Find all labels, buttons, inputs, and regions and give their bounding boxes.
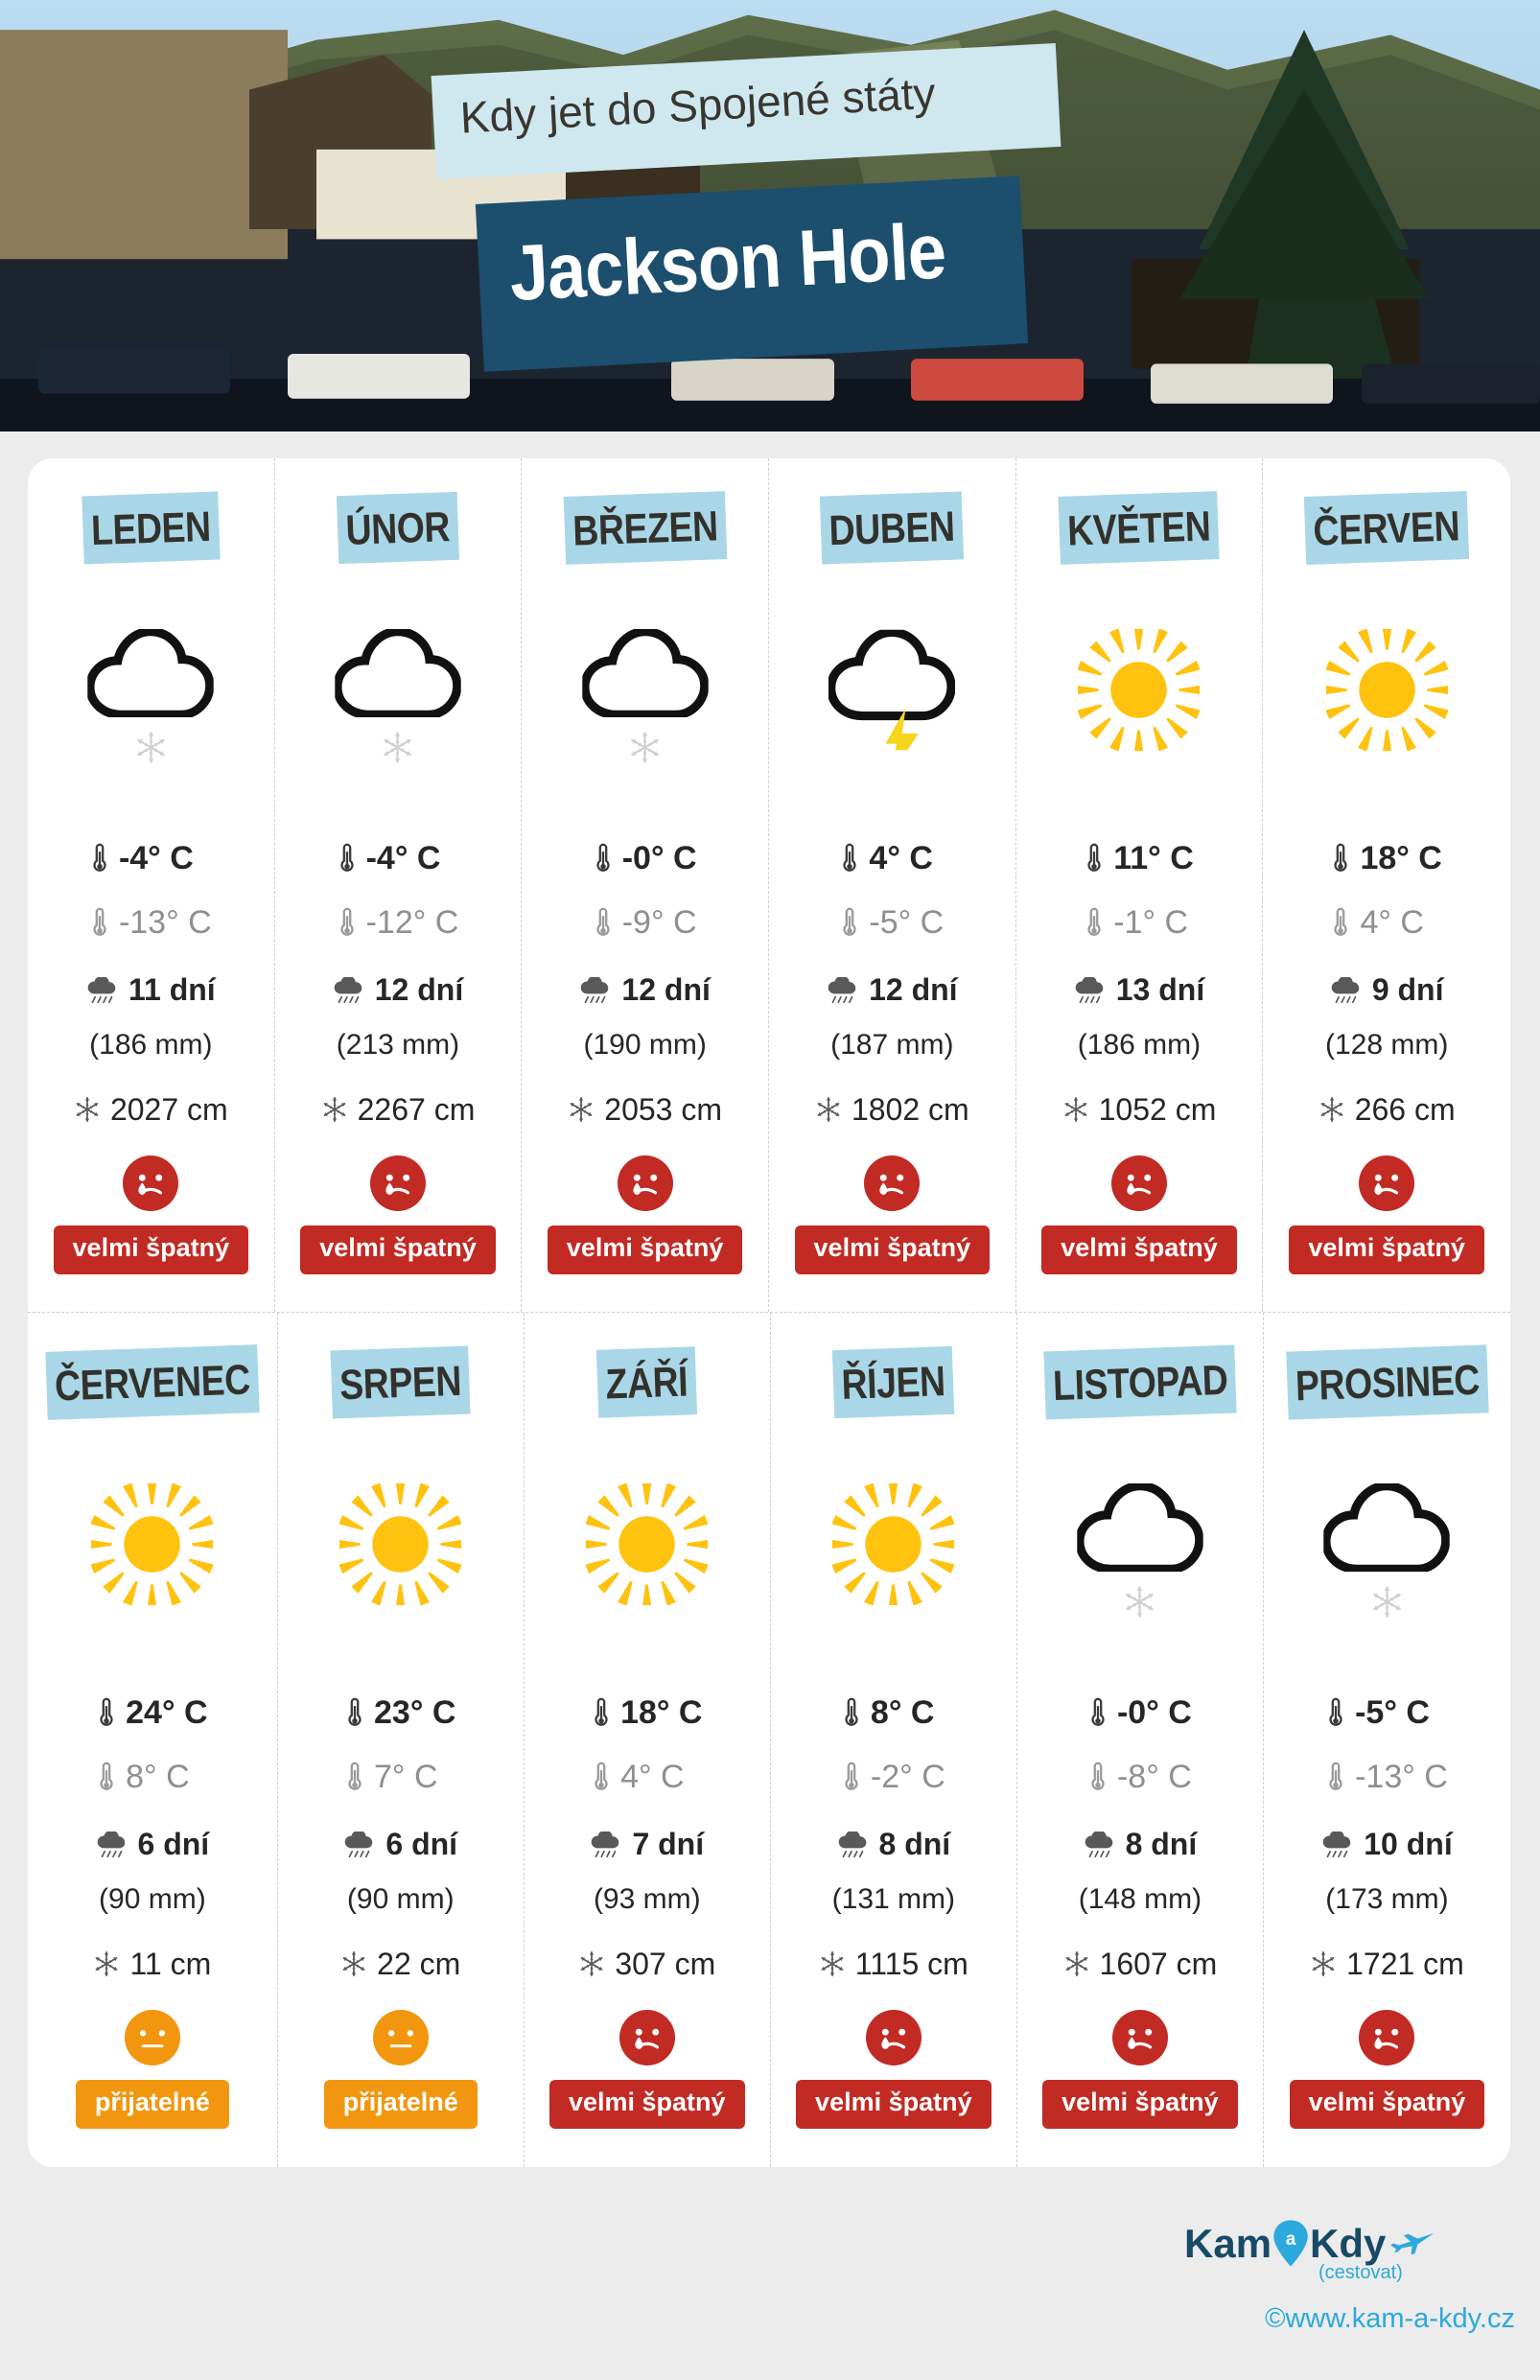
svg-text:a: a <box>1286 2229 1296 2250</box>
